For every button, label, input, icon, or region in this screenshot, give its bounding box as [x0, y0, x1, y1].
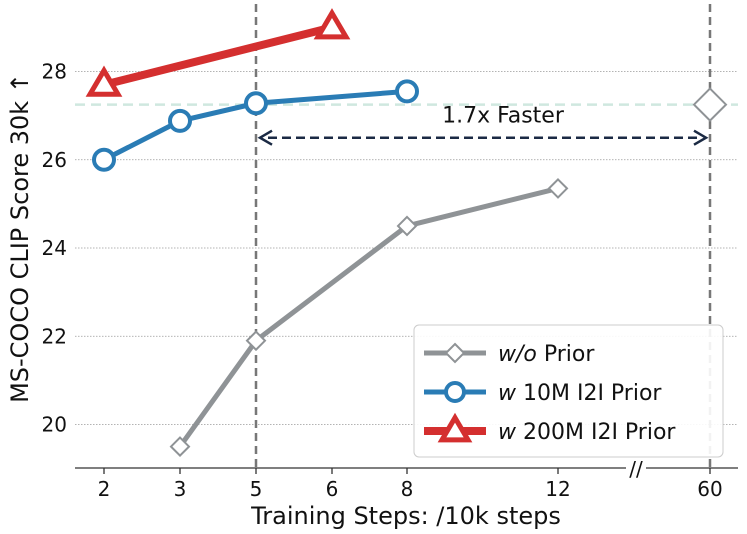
axes: 20 22 24 26 28 // 2 3 5 6 8 12 60 [42, 60, 738, 501]
annotation-arrowhead-right [693, 129, 709, 146]
series-1 [169, 87, 728, 457]
series-line [102, 88, 408, 162]
series-2 [92, 79, 419, 172]
data-point-circle [244, 91, 268, 116]
x-tick-label: 6 [326, 477, 339, 501]
legend-label: w 200M I2I Prior [498, 420, 676, 445]
y-tick-label: 28 [42, 60, 67, 84]
series-line [177, 186, 559, 449]
series-3 [85, 8, 351, 97]
legend-label: w 10M I2I Prior [498, 381, 662, 406]
data-point-circle [168, 108, 192, 133]
y-tick-label: 26 [42, 148, 67, 172]
y-tick-label: 22 [42, 324, 67, 348]
legend-label: w/o Prior [498, 342, 595, 367]
annotation: 1.7x Faster [257, 104, 709, 146]
x-tick-label: 2 [98, 477, 111, 501]
legend-label-suffix: 200M I2I Prior [516, 420, 676, 445]
data-point-diamond [692, 87, 728, 123]
x-tick-label: 12 [545, 477, 570, 501]
x-tick-label: 60 [697, 477, 722, 501]
data-point-diamond [245, 330, 267, 352]
series [85, 8, 728, 457]
x-axis-title: Training Steps: /10k steps [250, 502, 561, 530]
data-point-diamond [547, 178, 569, 199]
data-point-circle [92, 147, 116, 172]
data-point-diamond [444, 342, 466, 364]
x-axis-break-mark: // [629, 457, 643, 481]
x-tick-label: 5 [250, 477, 263, 501]
y-axis-title: MS-COCO CLIP Score 30k ↑ [6, 73, 34, 403]
data-point-diamond [396, 215, 418, 237]
x-tick-label: 8 [401, 477, 414, 501]
legend-label-suffix: 10M I2I Prior [516, 381, 662, 406]
y-tick-label: 24 [42, 236, 67, 260]
legend-label-suffix: Prior [537, 342, 595, 367]
data-point-triangle [85, 65, 123, 97]
data-point-diamond [169, 436, 191, 457]
y-tick-label: 20 [42, 413, 67, 437]
legend-label-prefix: w/o [498, 342, 537, 367]
reference-lines [75, 4, 738, 468]
annotation-arrowhead-left [257, 129, 273, 146]
data-point-triangle [313, 8, 351, 40]
x-tick-label: 3 [174, 477, 187, 501]
legend-label-prefix: w [498, 420, 517, 445]
annotation-label: 1.7x Faster [442, 104, 565, 129]
legend-entry: w 10M I2I Prior [424, 381, 662, 406]
legend-frame [413, 324, 724, 458]
series-line [103, 23, 333, 89]
data-point-circle [444, 381, 466, 403]
data-point-triangle [437, 412, 473, 443]
legend-entry: w/o Prior [424, 342, 595, 367]
legend-label-prefix: w [498, 381, 517, 406]
data-point-circle [395, 79, 419, 104]
legend-entry: w 200M I2I Prior [424, 412, 676, 445]
